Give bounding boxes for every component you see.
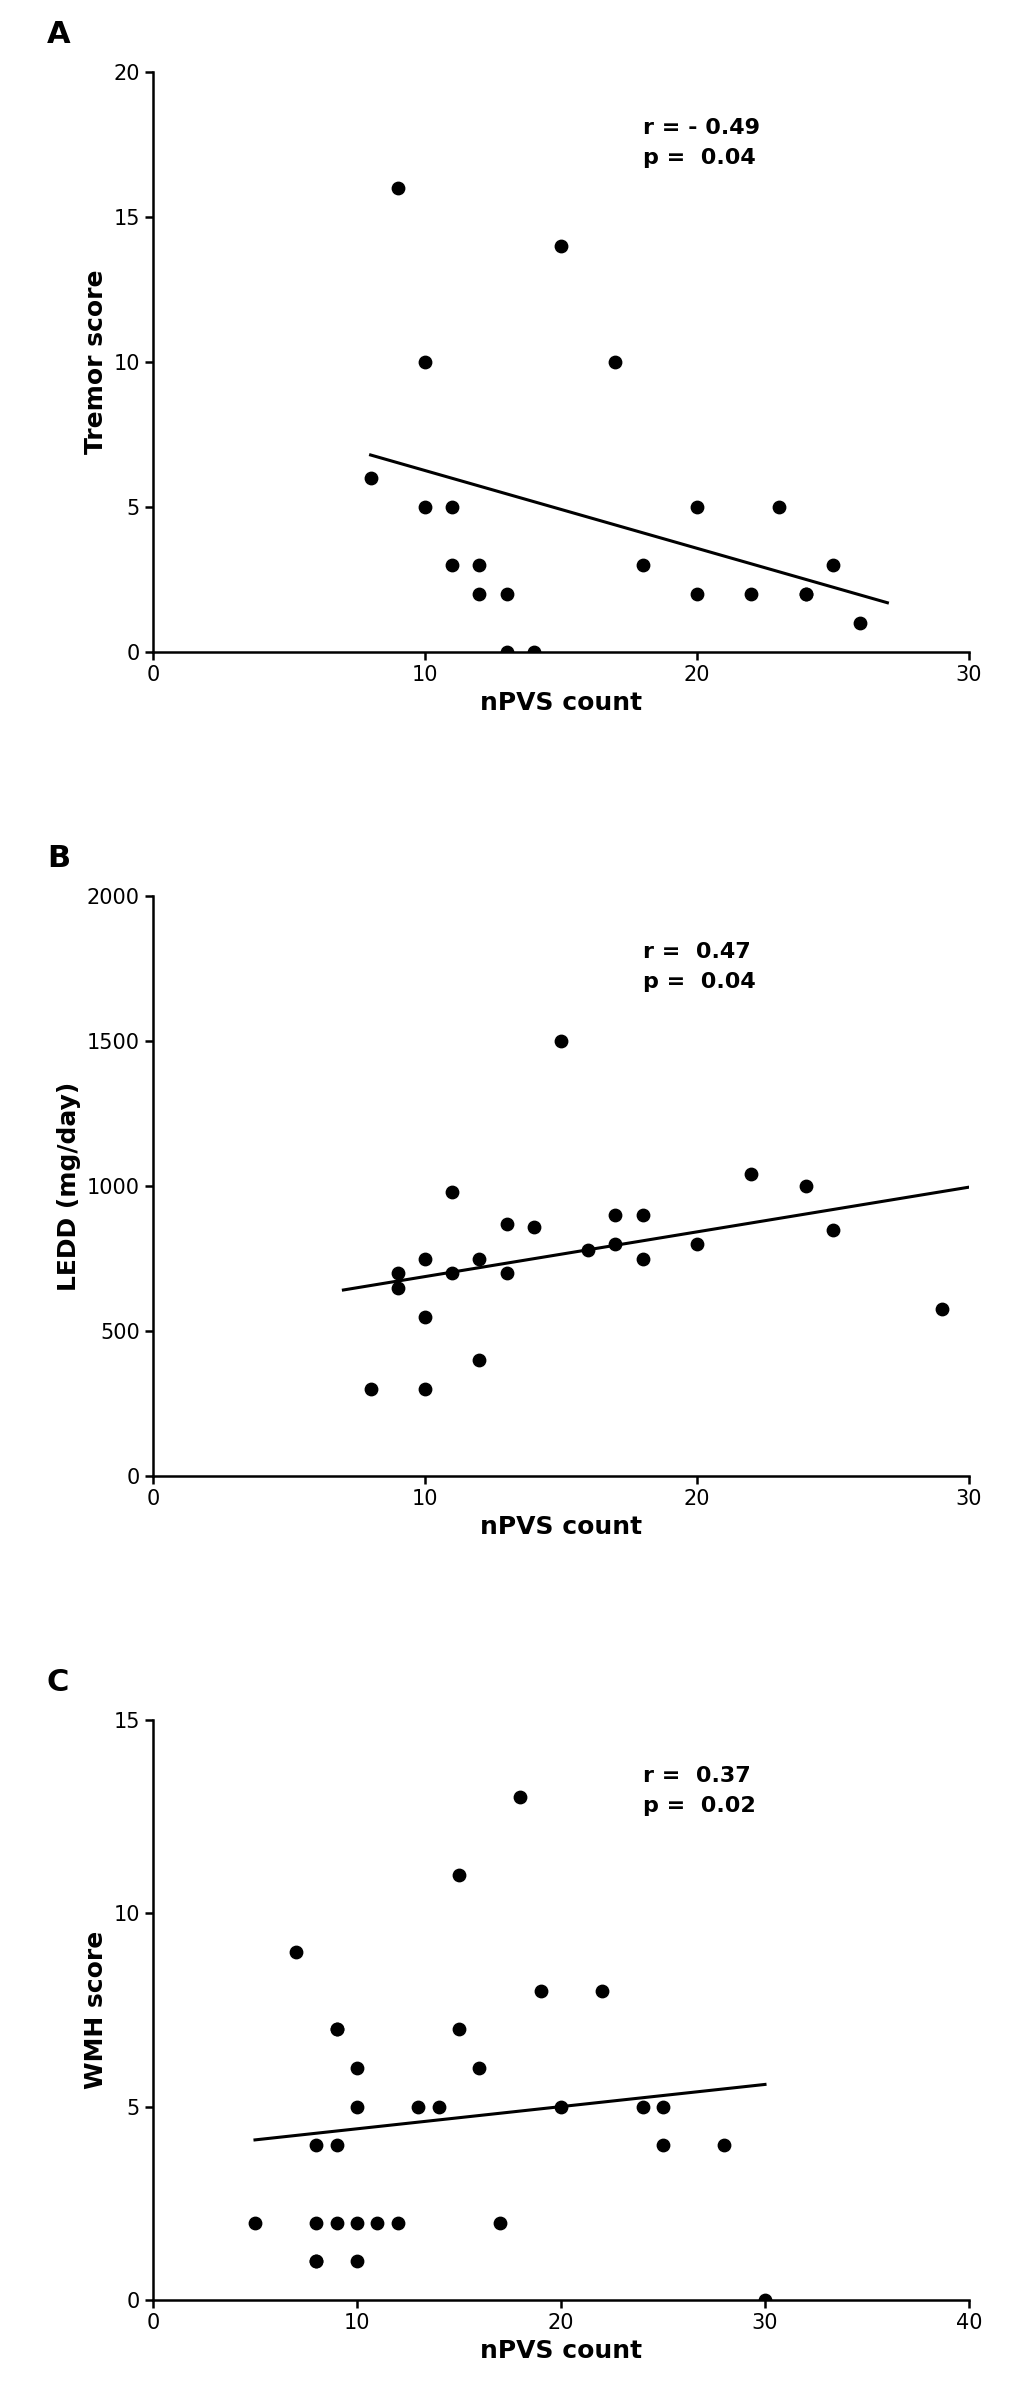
Point <box>688 489 704 527</box>
Point <box>443 546 460 585</box>
Point <box>654 2125 671 2164</box>
Point <box>769 489 786 527</box>
Y-axis label: LEDD (mg/day): LEDD (mg/day) <box>57 1081 82 1291</box>
Point <box>443 1172 460 1210</box>
Text: r =  0.47
p =  0.04: r = 0.47 p = 0.04 <box>642 942 755 992</box>
Text: r = - 0.49
p =  0.04: r = - 0.49 p = 0.04 <box>642 117 759 168</box>
Point <box>247 2204 263 2243</box>
Point <box>362 1371 378 1409</box>
Point <box>417 1296 433 1335</box>
Point <box>606 343 623 381</box>
Point <box>389 2204 406 2243</box>
Text: A: A <box>47 19 70 48</box>
Point <box>512 1778 528 1816</box>
Point <box>308 2243 324 2281</box>
Point <box>308 2125 324 2164</box>
Point <box>328 2125 344 2164</box>
Point <box>824 1210 841 1248</box>
Point <box>443 1253 460 1291</box>
Point <box>552 2087 569 2125</box>
Point <box>410 2087 426 2125</box>
Point <box>797 575 813 613</box>
Text: C: C <box>47 1668 69 1696</box>
Point <box>430 2087 446 2125</box>
Point <box>824 546 841 585</box>
Point <box>471 1239 487 1277</box>
Point <box>328 2010 344 2049</box>
Y-axis label: Tremor score: Tremor score <box>84 271 108 455</box>
Point <box>417 1371 433 1409</box>
X-axis label: nPVS count: nPVS count <box>480 2338 641 2362</box>
Point <box>634 1239 650 1277</box>
Point <box>471 1342 487 1380</box>
Point <box>308 2243 324 2281</box>
Point <box>634 2087 650 2125</box>
Point <box>851 604 867 642</box>
Point <box>797 575 813 613</box>
Point <box>756 2281 772 2319</box>
Point <box>328 2204 344 2243</box>
Point <box>443 489 460 527</box>
Point <box>471 2049 487 2087</box>
Point <box>606 1196 623 1234</box>
Point <box>634 546 650 585</box>
Point <box>654 2087 671 2125</box>
Point <box>389 168 406 206</box>
Point <box>688 575 704 613</box>
Text: r =  0.37
p =  0.02: r = 0.37 p = 0.02 <box>642 1766 755 1816</box>
Point <box>498 575 515 613</box>
Point <box>715 2125 732 2164</box>
Point <box>348 2087 365 2125</box>
Point <box>498 633 515 671</box>
Point <box>328 2010 344 2049</box>
Point <box>688 1224 704 1263</box>
Point <box>743 1155 759 1193</box>
Point <box>450 1855 467 1893</box>
Point <box>389 1267 406 1306</box>
Point <box>532 1972 548 2010</box>
Point <box>634 1196 650 1234</box>
Point <box>932 1289 949 1327</box>
Point <box>525 633 541 671</box>
Point <box>417 1239 433 1277</box>
Point <box>593 1972 609 2010</box>
Point <box>498 1205 515 1244</box>
Text: B: B <box>47 843 70 872</box>
X-axis label: nPVS count: nPVS count <box>480 1514 641 1538</box>
Point <box>525 1208 541 1246</box>
Point <box>797 1167 813 1205</box>
Point <box>580 1232 596 1270</box>
Point <box>450 2010 467 2049</box>
Point <box>308 2204 324 2243</box>
Point <box>369 2204 385 2243</box>
Point <box>606 1224 623 1263</box>
Point <box>552 228 569 266</box>
Point <box>389 1253 406 1291</box>
Point <box>491 2204 507 2243</box>
Point <box>348 2049 365 2087</box>
Point <box>287 1934 304 1972</box>
Point <box>417 489 433 527</box>
Point <box>743 575 759 613</box>
Point <box>552 1021 569 1059</box>
Point <box>417 343 433 381</box>
Y-axis label: WMH score: WMH score <box>84 1931 108 2089</box>
Point <box>362 460 378 498</box>
Point <box>471 546 487 585</box>
Point <box>348 2204 365 2243</box>
X-axis label: nPVS count: nPVS count <box>480 690 641 714</box>
Point <box>471 575 487 613</box>
Point <box>348 2243 365 2281</box>
Point <box>498 1253 515 1291</box>
